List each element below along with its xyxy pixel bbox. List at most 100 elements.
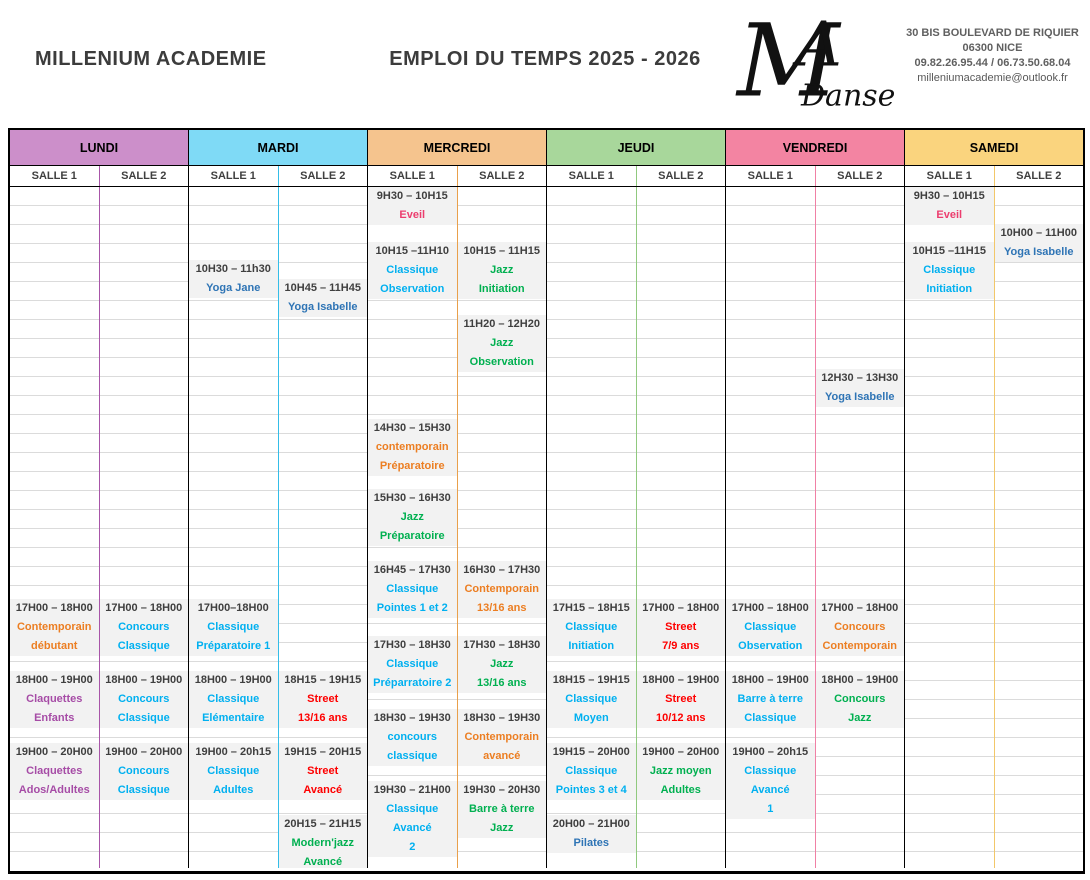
class-block: 18H00 – 19H00 Concours Jazz: [815, 671, 904, 728]
class-time: 10H00 – 11H00: [1000, 227, 1077, 239]
class-name-line: Classique: [207, 621, 260, 633]
class-name-line: Eveil: [399, 209, 426, 221]
class-time: 10H30 – 11h30: [195, 263, 271, 275]
class-name-line: 10/12 ans: [655, 712, 706, 724]
class-name-line: Initiation: [568, 640, 615, 652]
salle-header-row: SALLE 1 SALLE 2 SALLE 1 SALLE 2 SALLE 1 SALLE…: [10, 165, 1083, 187]
class-block: 17H00–18H00 Classique Préparatoire 1: [189, 599, 278, 656]
salle-header-vendredi-1: SALLE 1: [726, 166, 816, 186]
salle-header-mercredi-1: SALLE 1: [368, 166, 458, 186]
class-block: 18H30 – 19H30 Contemporain avancé: [457, 709, 546, 766]
salle-header-jeudi-1: SALLE 1: [547, 166, 637, 186]
class-time: 17H00 – 18H00: [821, 602, 899, 614]
salle-header-mardi-2: SALLE 2: [300, 170, 346, 182]
class-block: 18H00 – 19H00 Street 10/12 ans: [636, 671, 725, 728]
class-name-line: Adultes: [213, 784, 254, 796]
day-header-lundi: LUNDI: [10, 130, 189, 165]
class-name-line: Classique: [117, 640, 170, 652]
class-time: 19H00 – 20h15: [732, 746, 809, 758]
salle-header-pair-vendredi: SALLE 1 SALLE 2: [726, 166, 905, 186]
class-time: 17H00 – 18H00: [642, 602, 720, 614]
class-block: 19H15 – 20H15 Street Avancé: [278, 743, 367, 800]
class-block: 20H15 – 21H15 Modern'jazz Avancé: [278, 815, 367, 868]
salle-column-jeudi-2: 17H00 – 18H00 Street 7/9 ans 18H00 – 19H00 S…: [636, 187, 725, 868]
address-line-city: 06300 NICE: [962, 42, 1023, 54]
class-block: 17H00 – 18H00 Street 7/9 ans: [636, 599, 725, 656]
class-block: 19H00 – 20H00 Claquettes Ados/Adultes: [10, 743, 99, 800]
class-time: 17H00 – 18H00: [731, 602, 809, 614]
address-line-phones: 09.82.26.95.44 / 06.73.50.68.04: [914, 57, 1071, 69]
class-name-line: Moyen: [573, 712, 609, 724]
salle-column-mercredi-1: 9H30 – 10H15 Eveil 10H15 –11H10 Classique Ob…: [368, 187, 458, 868]
class-time: 20H00 – 21H00: [552, 818, 630, 830]
class-time: 17H30 – 18H30: [373, 639, 451, 651]
salle-column-samedi-1: 9H30 – 10H15 Eveil 10H15 –11H15 Classique In…: [905, 187, 995, 868]
class-name-line: 13/16 ans: [297, 712, 348, 724]
address-line-street: 30 BIS BOULEVARD DE RIQUIER: [906, 27, 1079, 39]
class-time: 18H15 – 19H15: [552, 674, 630, 686]
class-name-line: Barre à terre: [469, 803, 535, 815]
class-time: 20H15 – 21H15: [284, 818, 362, 830]
class-name-line: Observation: [469, 356, 534, 368]
class-name-line: Jazz: [490, 822, 514, 834]
class-name-line: Street: [665, 621, 697, 633]
salle-header-samedi-2: SALLE 2: [1016, 170, 1062, 182]
class-block: 19H30 – 21H00 Classique Avancé 2: [368, 781, 457, 857]
class-name-line: classique: [387, 750, 438, 762]
class-time: 19H30 – 20H30: [463, 784, 541, 796]
class-name-line: Préparatoire: [379, 460, 445, 472]
class-name-line: Contemporain: [464, 583, 540, 595]
salle-column-lundi-2: 17H00 – 18H00 Concours Classique 18H00 – 19…: [99, 187, 188, 868]
class-name-line: 13/16 ans: [476, 602, 527, 614]
salle-header-pair-mercredi: SALLE 1 SALLE 2: [368, 166, 547, 186]
timetable: LUNDI MARDI MERCREDI JEUDI VENDREDI SAMEDI SA…: [8, 128, 1085, 874]
class-time: 18H00 – 19H00: [105, 674, 183, 686]
class-block: 19H00 – 20h15 Classique Adultes: [189, 743, 278, 800]
class-block: 19H15 – 20H00 Classique Pointes 3 et 4: [547, 743, 636, 800]
class-name-line: Street: [307, 693, 339, 705]
class-name-line: Avancé: [392, 822, 432, 834]
class-block: 17H30 – 18H30 Jazz 13/16 ans: [457, 636, 546, 693]
salle-column-vendredi-1: 17H00 – 18H00 Classique Observation 18H00 –…: [726, 187, 816, 868]
class-block: 10H15 –11H15 Classique Initiation: [905, 242, 994, 299]
class-block: 17H00 – 18H00 Concours Classique: [99, 599, 188, 656]
salle-header-lundi-1: SALLE 1: [10, 166, 100, 186]
class-time: 18H15 – 19H15: [284, 674, 362, 686]
class-name-line: Préparatoire: [379, 530, 445, 542]
schedule-body: 17H00 – 18H00 Contemporain débutant 18H00 –…: [10, 187, 1083, 868]
class-name-line: Classique: [565, 693, 618, 705]
day-column-mercredi: 9H30 – 10H15 Eveil 10H15 –11H10 Classique Ob…: [368, 187, 547, 868]
salle-column-mardi-1: 10H30 – 11h30 Yoga Jane 17H00–18H00 Classiq…: [189, 187, 279, 868]
class-time: 16H45 – 17H30: [373, 564, 451, 576]
class-time: 19H00 – 20H00: [642, 746, 720, 758]
class-time: 10H15 –11H15: [912, 245, 986, 257]
day-column-vendredi: 17H00 – 18H00 Classique Observation 18H00 –…: [726, 187, 905, 868]
class-block: 18H00 – 19H00 Classique Elémentaire: [189, 671, 278, 728]
class-name-line: Ados/Adultes: [18, 784, 90, 796]
class-block: 20H00 – 21H00 Pilates: [547, 815, 636, 853]
class-block: 11H20 – 12H20 Jazz Observation: [457, 315, 546, 372]
class-name-line: Pointes 3 et 4: [555, 784, 627, 796]
class-block: 19H00 – 20h15 Classique Avancé 1: [726, 743, 815, 819]
class-block: 10H15 – 11H15 Jazz Initiation: [457, 242, 546, 299]
class-time: 18H00 – 19H00: [15, 674, 93, 686]
class-name-line: Observation: [738, 640, 803, 652]
class-time: 9H30 – 10H15: [913, 190, 985, 202]
page-title: EMPLOI DU TEMPS 2025 - 2026: [389, 48, 701, 70]
class-name-line: Observation: [380, 283, 445, 295]
page-header: MILLENIUM ACADEMIE EMPLOI DU TEMPS 2025 …: [0, 0, 1090, 126]
class-block: 14H30 – 15H30 contemporain Préparatoire: [368, 419, 457, 476]
class-block: 18H00 – 19H00 Concours Classique: [99, 671, 188, 728]
salle-header-pair-mardi: SALLE 1 SALLE 2: [189, 166, 368, 186]
salle-header-pair-jeudi: SALLE 1 SALLE 2: [547, 166, 726, 186]
class-name-line: Initiation: [478, 283, 525, 295]
class-block: 12H30 – 13H30 Yoga Isabelle: [815, 369, 904, 407]
class-block: 15H30 – 16H30 Jazz Préparatoire: [368, 489, 457, 546]
class-time: 17H00 – 18H00: [15, 602, 93, 614]
class-name-line: Adultes: [660, 784, 701, 796]
class-block: 10H00 – 11H00 Yoga Isabelle: [994, 224, 1083, 262]
day-column-lundi: 17H00 – 18H00 Contemporain débutant 18H00 –…: [10, 187, 189, 868]
salle-header-samedi-1: SALLE 1: [905, 166, 995, 186]
day-header-samedi: SAMEDI: [905, 130, 1083, 165]
